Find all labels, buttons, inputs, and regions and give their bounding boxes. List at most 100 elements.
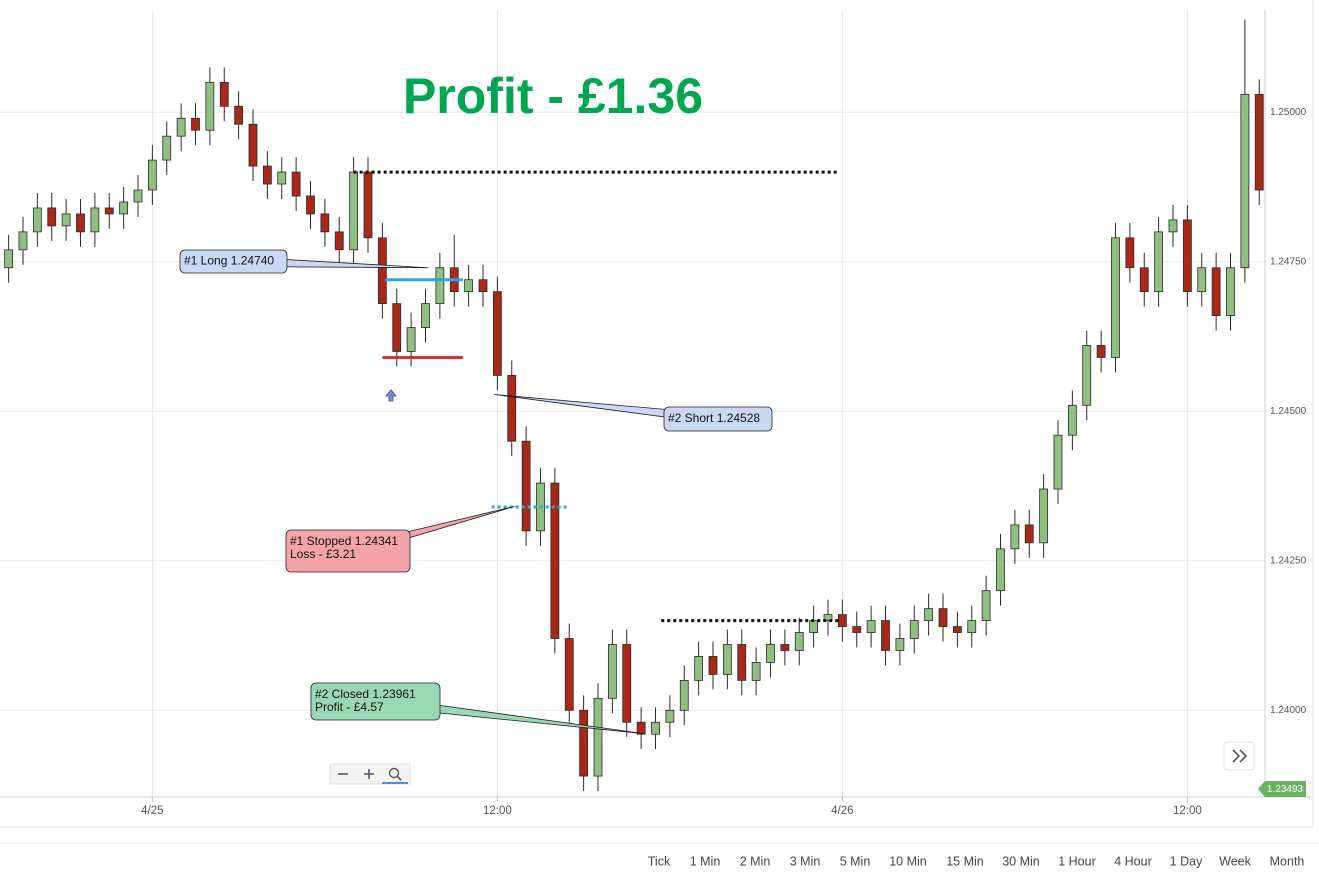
candle-body <box>881 620 890 651</box>
candle-body <box>492 291 502 376</box>
candle-body <box>708 656 718 675</box>
y-tick-label: 1.24250 <box>1270 555 1307 566</box>
callout-text: Loss - £3.21 <box>290 547 356 561</box>
candle-body <box>550 482 560 639</box>
x-tick-label: 4/26 <box>831 805 853 817</box>
candle-body <box>593 697 603 777</box>
x-tick-label: 12:00 <box>1173 805 1202 817</box>
y-tick-label: 1.24750 <box>1270 256 1307 267</box>
candle-body <box>90 207 100 233</box>
candle-body <box>119 201 129 215</box>
entry-arrow <box>385 389 397 402</box>
last-price-label: 1.23493 <box>1267 784 1304 795</box>
candle-body <box>622 644 632 723</box>
last-price-tag: 1.23493 <box>1258 781 1306 797</box>
timeframe-button[interactable]: 10 Min <box>889 854 927 868</box>
candle-body <box>363 171 373 239</box>
candle-body <box>909 620 919 639</box>
candle-body <box>61 213 71 227</box>
y-tick-label: 1.24500 <box>1270 406 1307 417</box>
candle-body <box>1226 267 1235 316</box>
candle-body <box>406 327 416 352</box>
candle-body <box>780 644 790 651</box>
candle-body <box>32 207 42 233</box>
timeframe-button[interactable]: Week <box>1219 854 1251 868</box>
candle-body <box>837 614 847 627</box>
timeframe-button[interactable]: 1 Min <box>690 854 721 868</box>
candle-body <box>4 249 14 269</box>
candle-body <box>262 165 272 185</box>
candle-body <box>766 644 775 663</box>
candle-body <box>1254 93 1264 191</box>
candle-body <box>996 548 1005 592</box>
candle-body <box>76 213 85 233</box>
callout-box <box>179 249 288 274</box>
y-tick-label: 1.25000 <box>1270 107 1307 118</box>
candle-body <box>334 231 344 251</box>
zoom-reset[interactable] <box>388 767 402 781</box>
candle-body <box>579 709 589 777</box>
candle-body <box>607 644 617 699</box>
candle-body <box>1240 93 1250 269</box>
callout-box <box>310 682 441 721</box>
candle-body <box>564 638 574 711</box>
candle-body <box>895 638 905 651</box>
candle-body <box>924 608 934 621</box>
candle-body <box>1053 434 1063 490</box>
candle-body <box>722 644 732 675</box>
candle-body <box>737 644 747 681</box>
candle-body <box>823 614 833 621</box>
candle-body <box>104 207 114 215</box>
candle-body <box>866 620 876 633</box>
last-price-box <box>1258 781 1306 797</box>
candle-body <box>234 105 244 125</box>
timeframe-button[interactable]: 3 Min <box>790 854 821 868</box>
timeframe-button[interactable]: 4 Hour <box>1114 854 1152 868</box>
scroll-end-button[interactable] <box>1223 741 1255 771</box>
timeframe-button[interactable]: 30 Min <box>1002 854 1040 868</box>
candle-body <box>464 279 474 293</box>
callout-text: #2 Short 1.24528 <box>668 411 760 425</box>
x-tick-label: 4/25 <box>141 805 163 817</box>
callout-text: #2 Closed 1.23961 <box>315 687 416 701</box>
timeframe-button[interactable]: 5 Min <box>840 854 871 868</box>
candle-body <box>1082 345 1092 406</box>
candle-body <box>1067 404 1077 436</box>
candle-body <box>651 721 660 735</box>
candle-body <box>421 303 430 328</box>
candle-body <box>291 171 301 197</box>
candle-body <box>377 237 387 305</box>
candle-body <box>1168 219 1178 233</box>
timeframe-button[interactable]: 1 Hour <box>1058 854 1096 868</box>
candle-body <box>349 171 359 251</box>
candle-body <box>507 374 517 442</box>
candle-body <box>277 171 287 185</box>
timeframe-button[interactable]: 2 Min <box>740 854 771 868</box>
timeframe-button[interactable]: 15 Min <box>946 854 984 868</box>
candle-body <box>205 81 215 131</box>
candle-body <box>636 721 646 735</box>
candle-body <box>679 679 689 711</box>
candle-body <box>981 590 991 621</box>
candle-body <box>176 117 186 137</box>
candle-body <box>320 213 330 233</box>
candle-body <box>162 135 172 161</box>
candle-body <box>521 440 531 532</box>
x-tick-label: 12:00 <box>483 805 512 817</box>
candle-body <box>1024 524 1034 544</box>
timeframe-button[interactable]: 1 Day <box>1170 854 1203 868</box>
callout-box <box>663 406 773 432</box>
candle-body <box>1111 237 1120 358</box>
candle-body <box>852 626 862 633</box>
candle-body <box>219 81 229 107</box>
zoom-in[interactable] <box>364 769 374 779</box>
candle-body <box>938 608 948 627</box>
candle-body <box>435 267 445 305</box>
candle-body <box>1154 231 1164 293</box>
candle-body <box>794 632 804 651</box>
timeframe-button[interactable]: Month <box>1270 854 1305 868</box>
timeframe-button[interactable]: Tick <box>648 854 671 868</box>
candle-body <box>694 656 704 681</box>
